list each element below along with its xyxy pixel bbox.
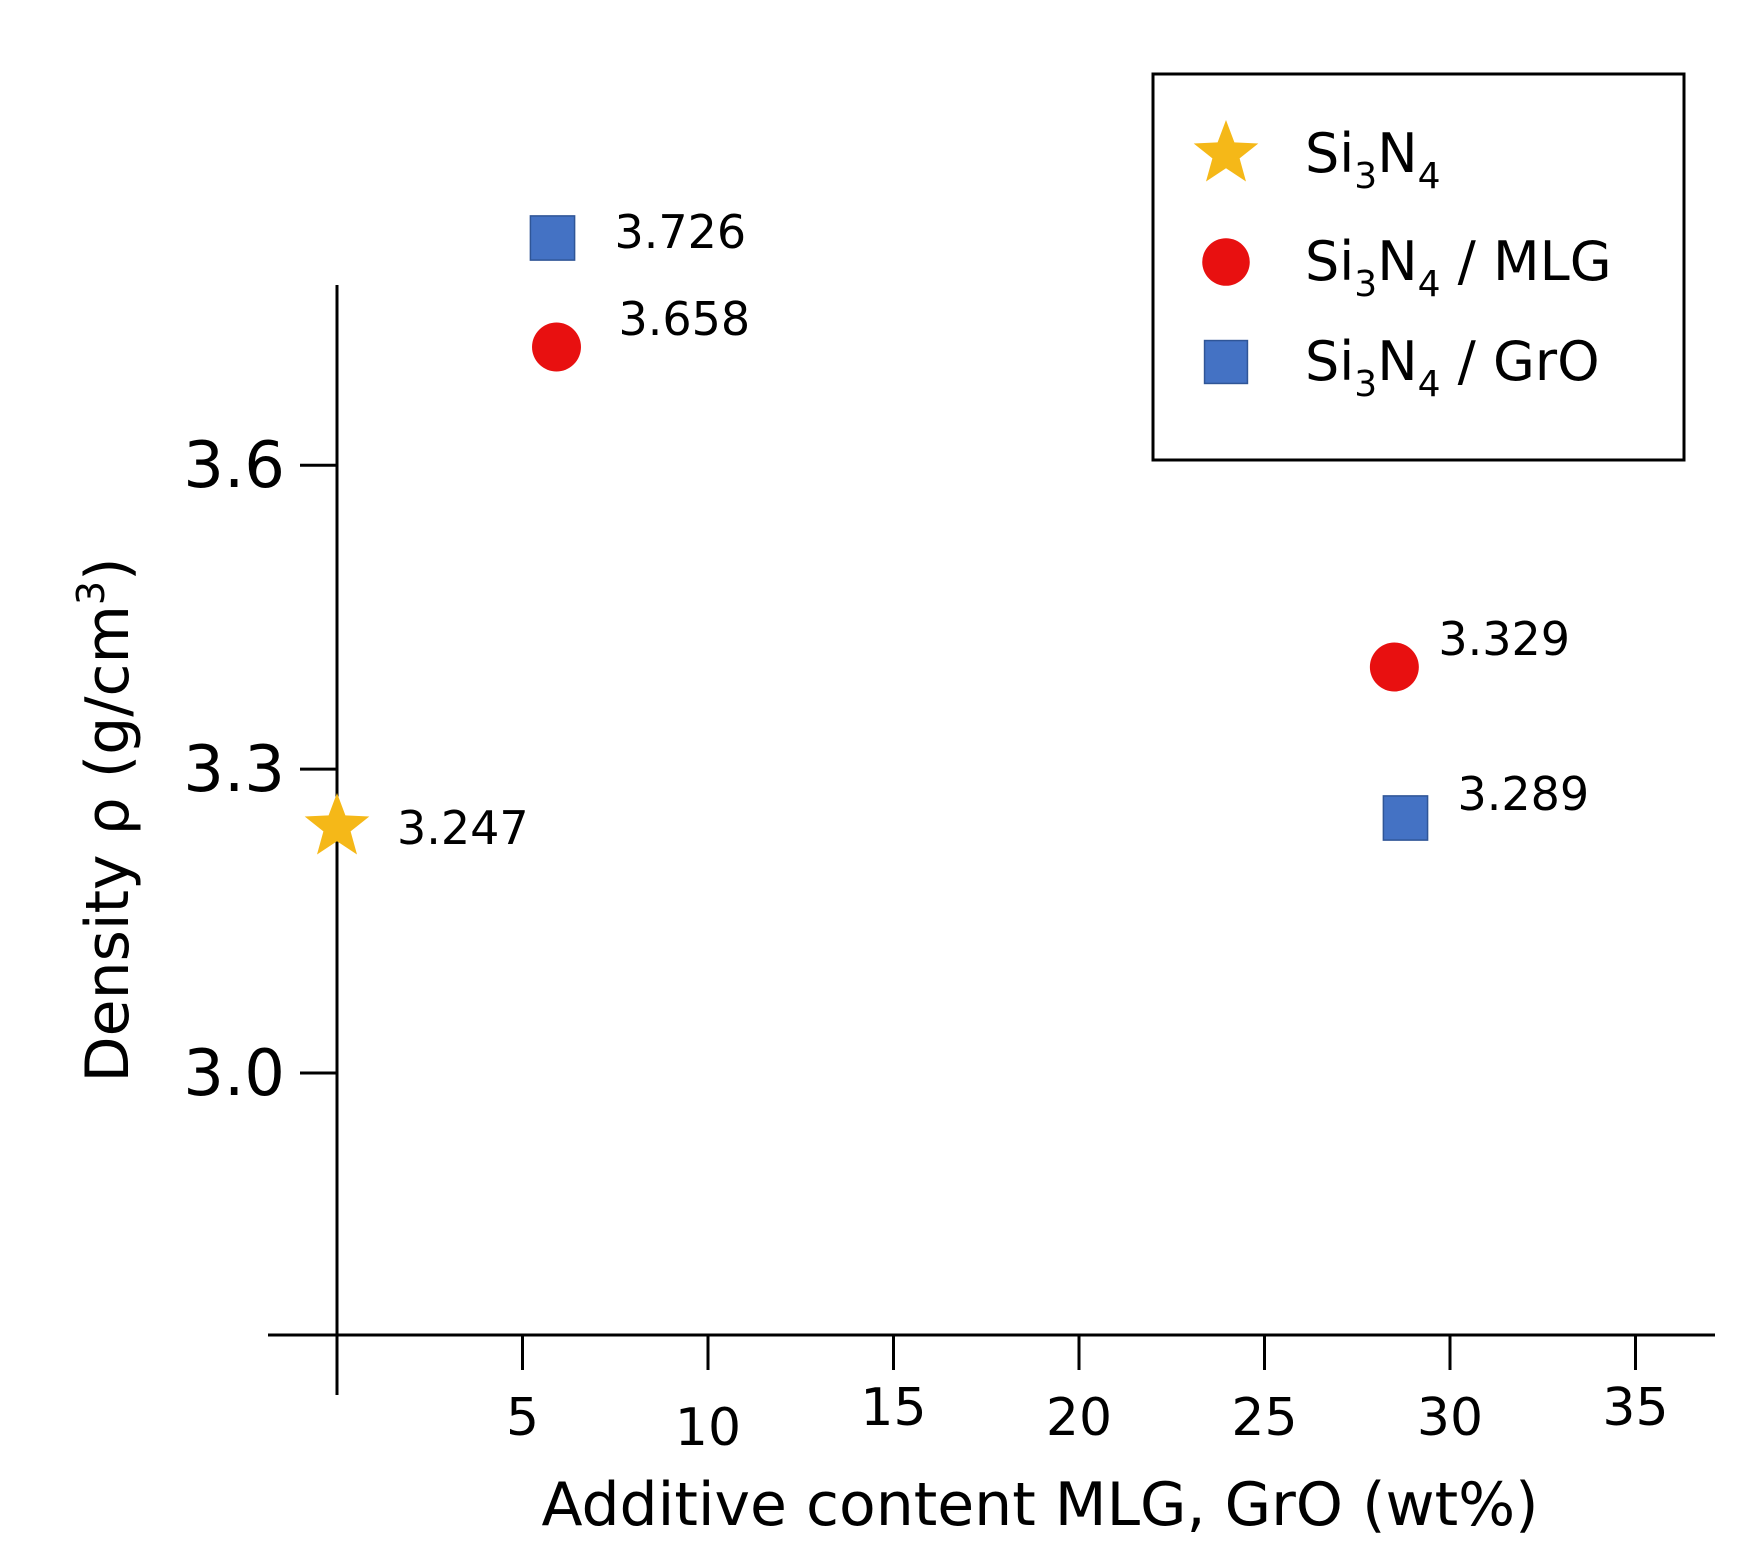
legend-label-part: Si bbox=[1305, 230, 1354, 293]
y-tick-label-3.3: 3.3 bbox=[183, 733, 285, 807]
x-tick-label-30: 30 bbox=[1417, 1388, 1483, 1448]
x-axis-title: Additive content MLG, GrO (wt%) bbox=[541, 1470, 1538, 1540]
y-axis-title-main: Density ρ (g/cm bbox=[73, 605, 143, 1082]
y-tick-label-3.6: 3.6 bbox=[183, 429, 285, 503]
svg-text:Density ρ (g/cm3): Density ρ (g/cm3) bbox=[69, 557, 143, 1082]
x-ticks: 5 10 15 20 25 30 35 bbox=[506, 1335, 1669, 1458]
legend-label-circle: Si3N4 / MLG bbox=[1305, 230, 1612, 305]
legend-label-part: N bbox=[1377, 330, 1417, 393]
y-ticks: 3.0 3.3 3.6 bbox=[183, 429, 337, 1111]
legend-label-square: Si3N4 / GrO bbox=[1305, 330, 1600, 405]
marker-circle-1 bbox=[1369, 642, 1419, 692]
legend-label-part: 3 bbox=[1354, 364, 1377, 405]
marker-square-0 bbox=[529, 215, 576, 261]
data-label-circle-1: 3.329 bbox=[1438, 612, 1570, 666]
x-tick-label-10: 10 bbox=[675, 1398, 741, 1458]
legend-marker-star bbox=[1193, 120, 1259, 182]
legend-label-part: 4 bbox=[1418, 364, 1441, 405]
legend-label-part: 3 bbox=[1354, 156, 1377, 197]
x-tick-label-20: 20 bbox=[1046, 1388, 1112, 1448]
x-tick-label-35: 35 bbox=[1602, 1378, 1668, 1438]
legend-label-part: Si bbox=[1305, 122, 1354, 185]
legend-marker-square bbox=[1203, 339, 1249, 385]
marker-square-1 bbox=[1382, 795, 1429, 841]
legend-marker-circle bbox=[1202, 238, 1250, 286]
legend-label-part: N bbox=[1377, 230, 1417, 293]
data-label-star-0: 3.247 bbox=[397, 801, 529, 855]
legend-label-part: / GrO bbox=[1441, 330, 1600, 393]
data-label-circle-0: 3.658 bbox=[619, 292, 751, 346]
data-label-square-0: 3.726 bbox=[615, 205, 747, 259]
y-tick-label-3.0: 3.0 bbox=[183, 1037, 285, 1111]
marker-circle-0 bbox=[532, 322, 581, 372]
legend-label-part: N bbox=[1377, 122, 1417, 185]
y-axis-title-sup: 3 bbox=[69, 581, 113, 605]
marker-star-0 bbox=[304, 793, 370, 855]
legend-label-part: 4 bbox=[1418, 264, 1441, 305]
data-labels: 3.247 3.658 3.329 3.726 3.289 bbox=[397, 205, 1589, 855]
legend-label-part: 4 bbox=[1418, 156, 1441, 197]
x-tick-label-5: 5 bbox=[506, 1388, 539, 1448]
x-tick-label-25: 25 bbox=[1231, 1388, 1297, 1448]
legend-label-star: Si3N4 bbox=[1305, 122, 1441, 197]
x-tick-label-15: 15 bbox=[860, 1378, 926, 1438]
legend-label-part: 3 bbox=[1354, 264, 1377, 305]
y-axis-title-end: ) bbox=[73, 557, 143, 580]
data-label-square-1: 3.289 bbox=[1457, 767, 1589, 821]
y-axis-title: Density ρ (g/cm3) bbox=[69, 557, 143, 1082]
data-markers bbox=[304, 215, 1429, 855]
legend-label-part: Si bbox=[1305, 330, 1354, 393]
legend-label-part: / MLG bbox=[1441, 230, 1612, 293]
